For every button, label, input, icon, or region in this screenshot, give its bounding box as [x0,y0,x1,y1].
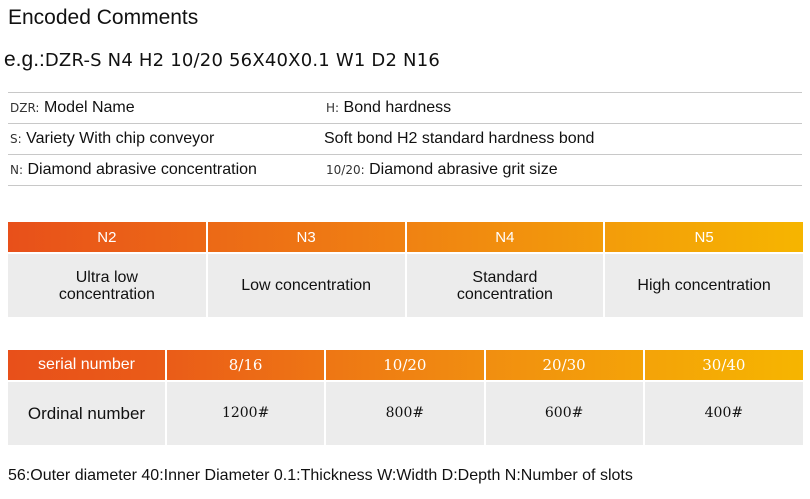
legend-right: 10/20: Diamond abrasive grit size [326,155,558,185]
legend-right: H: Bond hardness [326,93,451,123]
legend-value: Diamond abrasive concentration [27,161,257,178]
legend-key: 10/20: [326,163,365,177]
legend-table: DZR: Model Name H: Bond hardness S: Vari… [8,92,802,186]
legend-key: H: [326,101,340,115]
concentration-cell: Ultra low concentration [8,252,208,317]
concentration-table: N2 N3 N4 N5 Ultra low concentration Low … [8,222,803,317]
grit-cell: 400# [643,380,803,445]
concentration-cell: Standard concentration [405,252,606,317]
header-cell: 10/20 [325,350,486,381]
header-cell: serial number [8,350,167,381]
legend-value: Variety With chip conveyor [26,130,215,147]
header-cell: N4 [405,222,606,253]
legend-right: Soft bond H2 standard hardness bond [324,124,594,154]
legend-left: N: Diamond abrasive concentration [10,155,257,185]
legend-left: S: Variety With chip conveyor [10,124,214,154]
legend-row: N: Diamond abrasive concentration 10/20:… [8,155,802,186]
abbreviation-footer: 56:Outer diameter 40:Inner Diameter 0.1:… [8,467,633,484]
value-row: Ordinal number 1200# 800# 600# 400# [8,380,803,445]
header-cell: 8/16 [166,350,327,381]
page-title: Encoded Comments [8,6,199,29]
legend-left: DZR: Model Name [10,93,135,123]
header-cell: N2 [8,222,208,253]
header-cell: 30/40 [643,350,803,381]
header-cell: N3 [206,222,407,253]
grit-table: serial number 8/16 10/20 20/30 30/40 Ord… [8,350,803,445]
concentration-cell: Low concentration [206,252,407,317]
header-row: N2 N3 N4 N5 [8,222,803,253]
legend-row: DZR: Model Name H: Bond hardness [8,92,802,124]
header-cell: N5 [604,222,803,253]
example-line: e.g.:DZR-S N4 H2 10/20 56X40X0.1 W1 D2 N… [4,48,440,72]
example-code: DZR-S N4 H2 10/20 56X40X0.1 W1 D2 N16 [44,50,441,71]
row-label: Ordinal number [8,380,167,445]
value-row: Ultra low concentration Low concentratio… [8,252,803,317]
legend-value: Bond hardness [343,99,452,116]
header-cell: 20/30 [484,350,645,381]
legend-row: S: Variety With chip conveyor Soft bond … [8,124,802,155]
legend-value: Model Name [43,99,135,116]
legend-key: S: [10,132,22,146]
grit-cell: 600# [484,380,645,445]
grit-cell: 1200# [166,380,327,445]
grit-cell: 800# [325,380,486,445]
legend-value: Soft bond H2 standard hardness bond [324,130,595,147]
legend-value: Diamond abrasive grit size [369,161,558,178]
header-row: serial number 8/16 10/20 20/30 30/40 [8,350,803,381]
example-prefix: e.g.: [4,48,45,71]
concentration-cell: High concentration [604,252,803,317]
legend-key: DZR: [10,101,40,115]
legend-key: N: [10,163,24,177]
